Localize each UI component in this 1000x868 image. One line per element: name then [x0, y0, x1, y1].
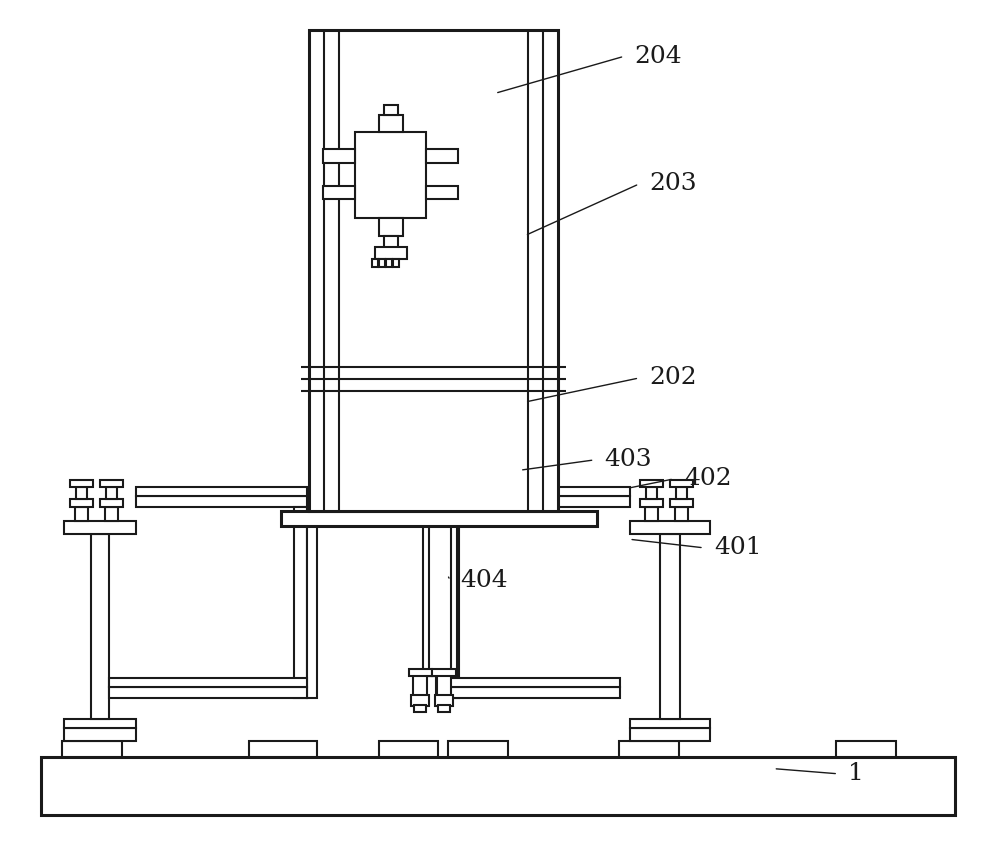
Bar [379, 219, 403, 235]
Text: 203: 203 [649, 173, 697, 195]
Bar [436, 507, 446, 698]
Bar [384, 104, 398, 115]
Bar [323, 186, 355, 200]
Text: 401: 401 [714, 536, 761, 559]
Bar [64, 728, 136, 741]
Bar [70, 480, 93, 487]
Bar [630, 720, 710, 728]
Bar [109, 678, 307, 687]
Bar [136, 488, 307, 496]
Bar [670, 480, 693, 487]
Bar [294, 507, 307, 698]
Bar [646, 487, 657, 499]
Bar [630, 521, 710, 534]
Bar [75, 507, 88, 521]
Bar [630, 728, 710, 741]
Bar [426, 186, 458, 200]
Bar [70, 499, 93, 507]
Bar [100, 499, 123, 507]
Bar [372, 259, 378, 266]
Bar [379, 115, 403, 132]
Bar [437, 674, 451, 698]
Bar [448, 741, 508, 757]
Text: 204: 204 [634, 45, 682, 68]
Bar [379, 741, 438, 757]
Bar [459, 496, 630, 507]
Bar [91, 534, 109, 720]
Bar [414, 705, 426, 712]
Bar [323, 149, 355, 163]
Bar [409, 668, 432, 676]
Bar [384, 235, 398, 248]
Bar [386, 259, 392, 266]
Bar [105, 507, 118, 521]
Bar [449, 687, 620, 698]
Bar [62, 741, 122, 757]
Bar [423, 526, 457, 676]
Bar [676, 487, 687, 499]
Bar [355, 132, 426, 219]
Text: 402: 402 [684, 467, 732, 490]
Bar [100, 480, 123, 487]
Bar [619, 741, 679, 757]
Bar [413, 674, 427, 698]
Bar [106, 487, 117, 499]
Text: 403: 403 [604, 449, 652, 471]
Bar [379, 259, 385, 266]
Text: 404: 404 [460, 569, 508, 592]
Bar [640, 499, 663, 507]
Bar [435, 695, 453, 706]
Bar [76, 487, 87, 499]
Bar [307, 507, 317, 698]
Bar [64, 521, 136, 534]
Bar [393, 259, 399, 266]
Bar [449, 678, 620, 687]
Bar [645, 507, 658, 521]
Text: 202: 202 [649, 366, 697, 390]
Bar [446, 507, 459, 698]
Bar [660, 534, 680, 720]
Bar [670, 499, 693, 507]
Bar [640, 480, 663, 487]
Bar [429, 526, 451, 676]
Bar [836, 741, 896, 757]
Bar [281, 510, 597, 526]
Bar [309, 30, 558, 510]
Bar [459, 488, 630, 496]
Bar [432, 668, 456, 676]
Bar [136, 496, 307, 507]
Bar [41, 757, 955, 815]
Bar [411, 695, 429, 706]
Bar [438, 705, 450, 712]
Bar [426, 149, 458, 163]
Bar [375, 247, 407, 259]
Text: 1: 1 [848, 762, 864, 786]
Bar [64, 720, 136, 728]
Bar [109, 687, 307, 698]
Bar [675, 507, 688, 521]
Bar [249, 741, 317, 757]
